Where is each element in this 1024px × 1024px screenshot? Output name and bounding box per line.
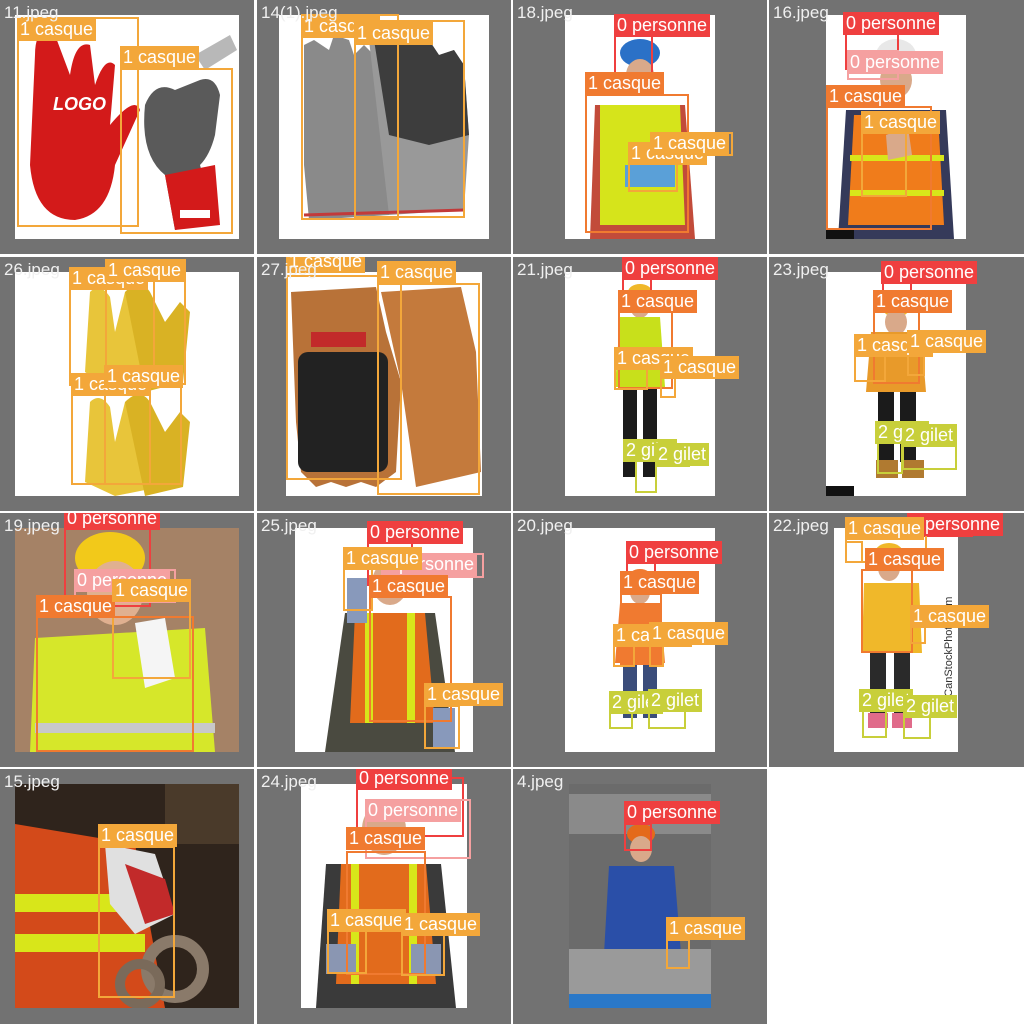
tile-24[interactable]: 24.jpeg 0 personne 0 personne 1 casque 1…: [257, 769, 511, 1024]
gloves-image: LOGO: [30, 32, 237, 230]
photo-gloves-brown: [286, 272, 482, 496]
label-gilet: 2 gilet: [648, 689, 703, 712]
gloves-image: [291, 287, 481, 487]
label-casque: 1 casque: [861, 111, 941, 134]
filename: 22.jpeg: [773, 516, 829, 535]
label-casque: 1 casque: [585, 72, 665, 95]
detection-box: [424, 705, 460, 749]
filename: 24.jpeg: [261, 772, 317, 791]
tile-22[interactable]: © CanStockPhoto.com 22.jpeg 0 personne 1…: [769, 513, 1024, 767]
label-personne: 0 personne: [626, 541, 723, 564]
filename: 26.jpeg: [4, 260, 60, 279]
label-personne: 0 personne: [907, 513, 1004, 536]
label-casque: 1 casque: [104, 365, 184, 388]
detection-box: [120, 68, 233, 234]
tile-21[interactable]: 21.jpeg 0 personne 1 casque 1 casque 1 c…: [513, 257, 767, 511]
label-casque: 1 casque: [327, 909, 407, 932]
label-casque: 1 casque: [105, 259, 185, 282]
label-personne: 0 personne: [843, 12, 940, 35]
label-personne: 0 personne: [64, 513, 161, 530]
label-casque: 1 casque: [650, 132, 730, 155]
filename: 14(1).jpeg: [261, 3, 338, 22]
label-casque: 1 casque: [120, 46, 200, 69]
label-gilet: 2 gilet: [859, 689, 914, 712]
label-personne: 0 personne: [622, 257, 719, 280]
filename: 27.jpeg: [261, 260, 317, 279]
tile-16[interactable]: 16.jpeg 0 personne 0 personne 1 casque 1…: [769, 0, 1024, 254]
detection-box: [286, 275, 402, 480]
worker-image: [15, 528, 239, 752]
tile-20[interactable]: 20.jpeg 0 personne 1 casque 1 casque 1 c…: [513, 513, 767, 767]
worker-image: [15, 784, 239, 1009]
label-gilet: 2 gilet: [902, 424, 957, 447]
label-personne: 0 personne: [367, 521, 464, 544]
label-casque: 1 casque: [826, 85, 906, 108]
label-casque: 1 casque: [343, 547, 423, 570]
filename: 15.jpeg: [4, 772, 60, 791]
label-casque: 1 casque: [401, 913, 481, 936]
detection-box: [624, 823, 652, 851]
worker-image: [325, 561, 455, 752]
detection-box: [861, 569, 913, 653]
label-personne: 0 personne: [624, 801, 721, 824]
tile-19[interactable]: 19.jpeg 0 personne 0 personne 1 casque 1…: [0, 513, 254, 767]
label-casque: 1 casque: [620, 571, 700, 594]
label-casque: 1 casque: [36, 595, 116, 618]
detection-box: [354, 20, 465, 218]
label-gilet: 2 gilet: [655, 443, 710, 466]
filename: 23.jpeg: [773, 260, 829, 279]
label-casque: 1 casque: [845, 517, 925, 540]
detection-box: [377, 283, 480, 495]
label-casque: 1 casque: [649, 622, 729, 645]
label-personne: 0 personne: [881, 261, 978, 284]
tile-25[interactable]: 25.jpeg 0 personne 0 personne 1 casque 1…: [257, 513, 511, 767]
label-personne: 0 personne: [847, 51, 944, 74]
filename: 20.jpeg: [517, 516, 573, 535]
label-casque: 1 casque: [346, 827, 426, 850]
filename: 19.jpeg: [4, 516, 60, 535]
label-gilet: 2 gilet: [903, 695, 958, 718]
filename: 16.jpeg: [773, 3, 829, 22]
label-personne: 0 personne: [614, 14, 711, 37]
filename: 21.jpeg: [517, 260, 573, 279]
tile-14-1[interactable]: 14(1).jpeg 1 casque 1 casque: [257, 0, 511, 254]
tile-18[interactable]: 18.jpeg 0 personne 1 casque 1 casque 1 c…: [513, 0, 767, 254]
tile-4[interactable]: 4.jpeg 0 personne 1 casque: [513, 769, 767, 1024]
label-casque: 1 casque: [377, 261, 457, 284]
label-personne: 0 personne: [356, 769, 453, 790]
label-casque: 1 casque: [98, 824, 178, 847]
detection-box: [845, 541, 863, 563]
label-casque: 1 casque: [369, 575, 449, 598]
filename: 11.jpeg: [4, 3, 59, 22]
photo-gloved-hand-chain: [15, 784, 239, 1009]
label-casque: 1 casque: [354, 22, 434, 45]
label-personne: 0 personne: [365, 799, 462, 822]
label-casque: 1 casque: [873, 290, 953, 313]
label-casque: 1 casque: [424, 683, 504, 706]
label-casque: 1 casque: [660, 356, 740, 379]
label-casque: 1 casque: [17, 18, 97, 41]
svg-text:LOGO: LOGO: [53, 94, 106, 114]
label-casque: 1 casque: [666, 917, 746, 940]
detection-box: [98, 846, 175, 998]
label-casque: 1 casque: [112, 579, 192, 602]
tile-27[interactable]: 27.jpeg 1 casque 1 casque: [257, 257, 511, 511]
tile-15[interactable]: 15.jpeg 1 casque: [0, 769, 254, 1024]
photo-worker-woman: [15, 528, 239, 752]
label-casque: 1 casque: [286, 257, 366, 273]
label-casque: 1 casque: [910, 605, 990, 628]
tile-23[interactable]: 23.jpeg 0 personne 1 casque 1 casque 1 c…: [769, 257, 1024, 511]
tile-26[interactable]: 26.jpeg 1 casque 1 casque 1 casque 1 cas…: [0, 257, 254, 511]
label-casque: 1 casque: [618, 290, 698, 313]
filename: 18.jpeg: [517, 3, 573, 22]
detection-box: [666, 939, 690, 969]
label-casque: 1 casque: [907, 330, 987, 353]
filename: 25.jpeg: [261, 516, 317, 535]
tile-11[interactable]: LOGO 11.jpeg 1 casque 1 casque: [0, 0, 254, 254]
filename: 4.jpeg: [517, 772, 564, 791]
label-casque: 1 casque: [865, 548, 945, 571]
